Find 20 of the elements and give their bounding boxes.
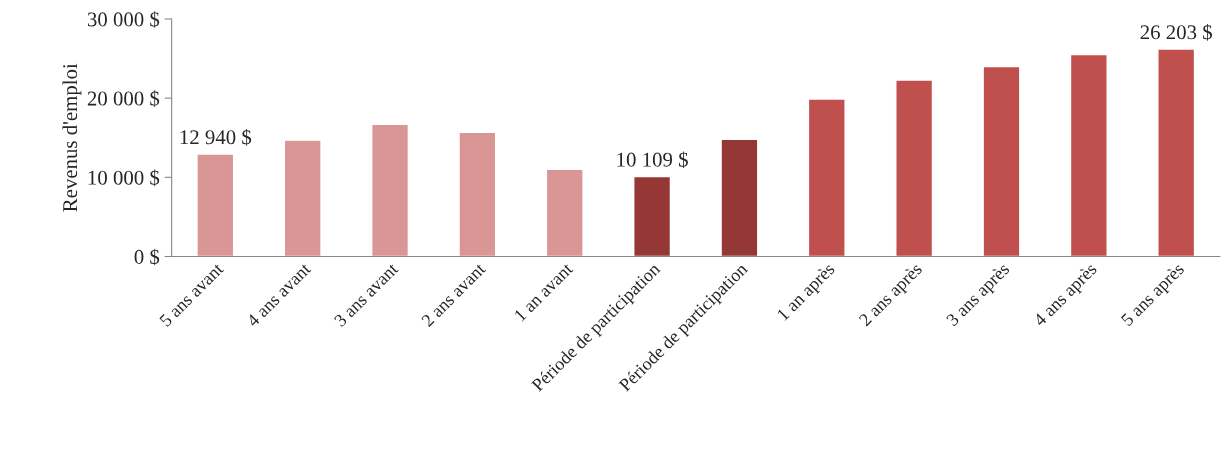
data-label: 12 940 $ bbox=[180, 128, 252, 146]
y-tick-label: 30 000 $ bbox=[87, 11, 160, 28]
y-tick-label: 10 000 $ bbox=[88, 169, 160, 187]
bar bbox=[1157, 48, 1196, 257]
y-axis-title: Revenus d'emploi bbox=[62, 63, 82, 212]
bar bbox=[633, 175, 672, 257]
bar bbox=[370, 123, 410, 257]
data-label: 26 203 $ bbox=[1140, 23, 1213, 41]
bar bbox=[196, 153, 235, 257]
y-tick-label: 0 $ bbox=[134, 248, 160, 266]
bar bbox=[982, 65, 1021, 257]
bar bbox=[1069, 53, 1108, 257]
data-label: 10 109 $ bbox=[617, 151, 688, 169]
bar bbox=[545, 168, 584, 257]
bar bbox=[283, 139, 322, 257]
bar bbox=[720, 138, 759, 257]
bar bbox=[458, 131, 497, 257]
bar bbox=[895, 79, 934, 257]
y-tick-label: 20 000 $ bbox=[87, 90, 160, 107]
bar bbox=[807, 98, 846, 257]
